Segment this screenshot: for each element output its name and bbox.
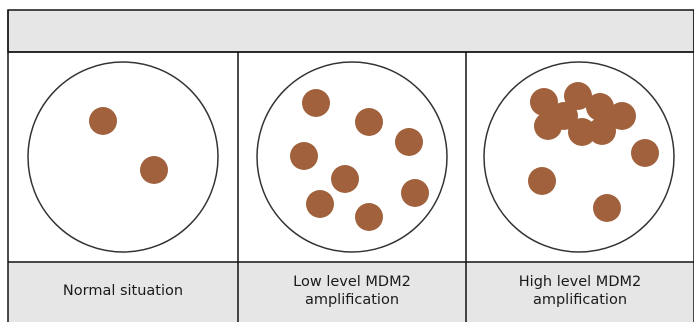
signal-dot xyxy=(401,179,429,207)
signal-dot xyxy=(290,142,318,170)
signal-dot xyxy=(564,82,592,110)
signal-dot xyxy=(530,88,558,116)
caption-high-level-line-2: amplification xyxy=(532,292,628,308)
table-grid xyxy=(7,10,694,322)
signal-dot xyxy=(568,118,596,146)
caption-band xyxy=(8,262,694,322)
nucleus-normal xyxy=(27,61,219,253)
header-band xyxy=(7,9,694,53)
signals-high-level xyxy=(528,82,659,222)
signal-dot xyxy=(306,190,334,218)
signal-dot xyxy=(395,128,423,156)
caption-low-level-line-1: Low level MDM2 xyxy=(293,274,411,290)
signals-normal xyxy=(89,107,168,184)
signal-dot xyxy=(631,139,659,167)
nucleus-low-level xyxy=(256,61,448,253)
signal-dot xyxy=(89,107,117,135)
signal-dot xyxy=(586,93,614,121)
caption-high-level-line-1: High level MDM2 xyxy=(518,274,642,290)
signal-dot xyxy=(528,167,556,195)
signal-dot xyxy=(331,165,359,193)
caption-low-level: Low level MDM2 amplification xyxy=(238,262,466,320)
caption-low-level-line-2: amplification xyxy=(304,292,400,308)
signals-low-level xyxy=(290,89,429,231)
caption-normal: Normal situation xyxy=(8,262,238,320)
caption-normal-line-1: Normal situation xyxy=(62,283,184,299)
signal-dot xyxy=(355,108,383,136)
signal-dot xyxy=(140,156,168,184)
signal-dot xyxy=(608,102,636,130)
caption-high-level: High level MDM2 amplification xyxy=(466,262,694,320)
signal-dot xyxy=(588,117,616,145)
signal-dot xyxy=(302,89,330,117)
signal-dot xyxy=(593,194,621,222)
signal-dot xyxy=(355,203,383,231)
signal-dot xyxy=(534,112,562,140)
